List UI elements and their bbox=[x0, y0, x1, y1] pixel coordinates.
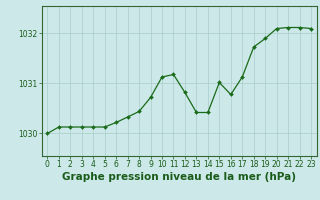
X-axis label: Graphe pression niveau de la mer (hPa): Graphe pression niveau de la mer (hPa) bbox=[62, 172, 296, 182]
